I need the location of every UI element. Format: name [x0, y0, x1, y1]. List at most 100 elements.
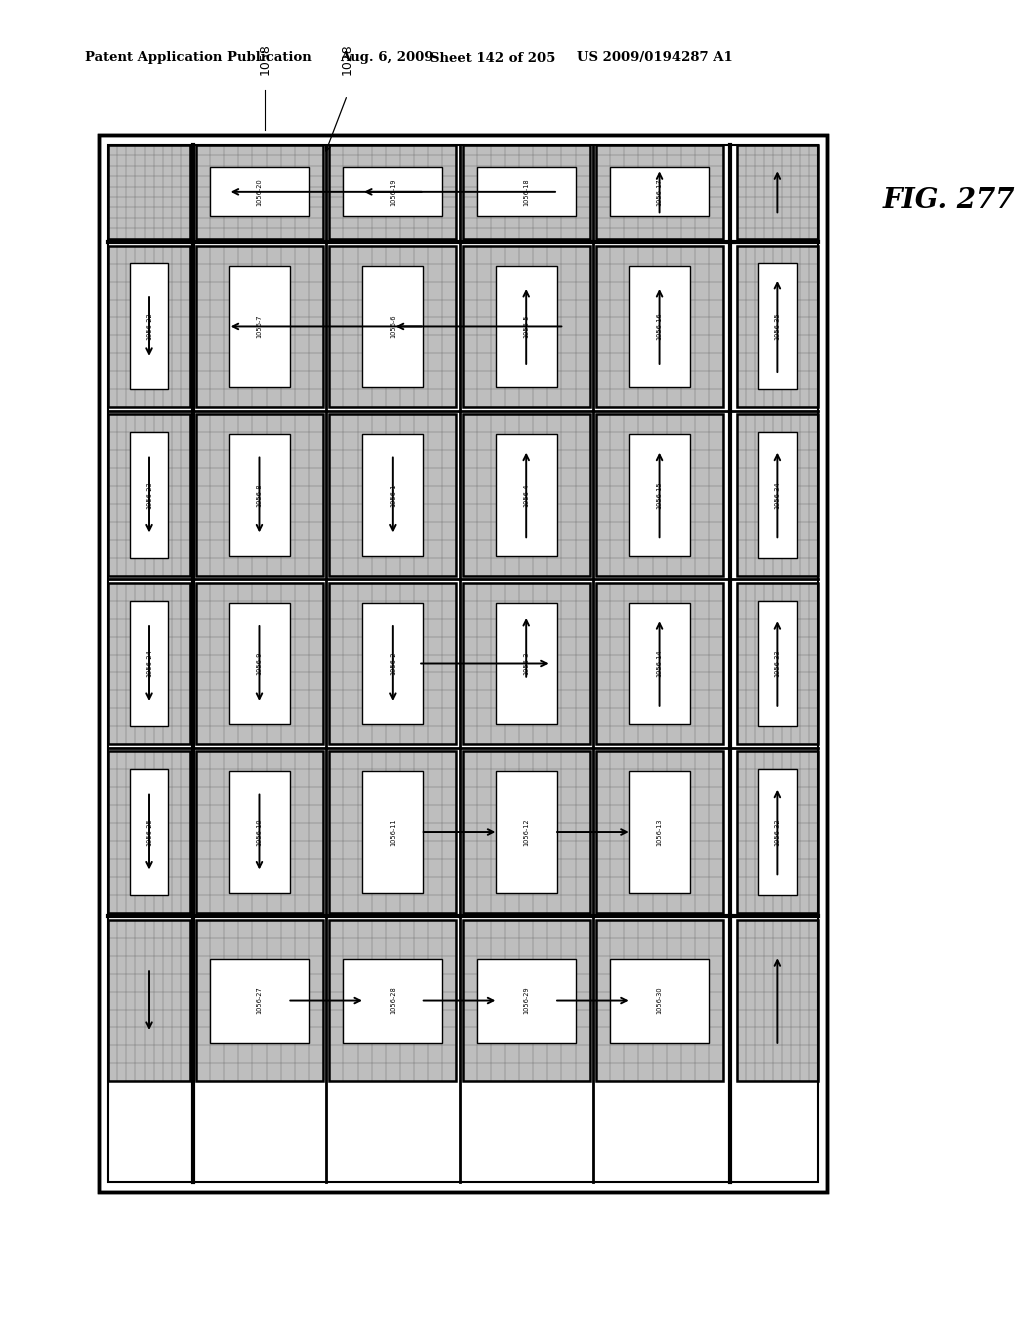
Text: 1056-28: 1056-28	[390, 986, 396, 1015]
Bar	[737, 414, 818, 576]
Bar	[758, 264, 797, 389]
Bar	[229, 265, 290, 387]
Bar	[463, 246, 590, 407]
Bar	[362, 603, 423, 725]
Bar	[737, 751, 818, 913]
Bar	[196, 751, 323, 913]
Bar	[130, 264, 169, 389]
Text: 1056-6: 1056-6	[390, 314, 396, 338]
Text: 1056-22: 1056-22	[146, 313, 152, 341]
Bar	[196, 246, 323, 407]
Text: 1056-23: 1056-23	[146, 482, 152, 508]
Bar	[737, 751, 818, 913]
Bar	[477, 958, 575, 1043]
Text: 1056-17: 1056-17	[656, 178, 663, 206]
Text: Aug. 6, 2009: Aug. 6, 2009	[340, 51, 433, 65]
Bar	[463, 414, 590, 576]
Bar	[109, 414, 189, 576]
Bar	[463, 920, 590, 1081]
Bar	[596, 145, 723, 239]
Bar	[463, 751, 590, 913]
Bar	[596, 414, 723, 576]
Bar	[330, 920, 457, 1081]
Bar	[496, 603, 557, 725]
Bar	[229, 434, 290, 556]
Bar	[130, 432, 169, 558]
Text: 1056-27: 1056-27	[256, 986, 262, 1015]
Bar	[210, 958, 309, 1043]
Bar	[737, 246, 818, 407]
Bar	[229, 603, 290, 725]
Text: 1056-20: 1056-20	[256, 178, 262, 206]
Bar	[99, 135, 827, 1192]
Bar	[330, 751, 457, 913]
Bar	[596, 582, 723, 744]
Bar	[109, 920, 189, 1081]
Bar	[463, 582, 590, 744]
Bar	[330, 920, 457, 1081]
Bar	[596, 920, 723, 1081]
Bar	[596, 246, 723, 407]
Text: Sheet 142 of 205: Sheet 142 of 205	[430, 51, 555, 65]
Bar	[496, 434, 557, 556]
Bar	[330, 414, 457, 576]
Bar	[463, 751, 590, 913]
Bar	[629, 265, 690, 387]
Bar	[596, 582, 723, 744]
Bar	[109, 246, 189, 407]
Bar	[109, 920, 189, 1081]
Bar	[737, 582, 818, 744]
Bar	[610, 168, 709, 216]
Bar	[109, 145, 189, 239]
Bar	[196, 145, 323, 239]
Bar	[596, 920, 723, 1081]
Bar	[330, 145, 457, 239]
Bar	[737, 145, 818, 239]
Text: 1056-9: 1056-9	[256, 652, 262, 676]
Text: FIG. 277: FIG. 277	[883, 186, 1015, 214]
Text: 1056-34: 1056-34	[774, 482, 780, 508]
Bar	[596, 414, 723, 576]
Bar	[758, 432, 797, 558]
Text: 1056-3: 1056-3	[523, 652, 529, 676]
Bar	[196, 751, 323, 913]
Bar	[737, 582, 818, 744]
Bar	[109, 145, 818, 1181]
Text: 1056-7: 1056-7	[256, 314, 262, 338]
Bar	[330, 246, 457, 407]
Bar	[463, 246, 590, 407]
Text: 1056-11: 1056-11	[390, 818, 396, 846]
Bar	[610, 958, 709, 1043]
Bar	[343, 958, 442, 1043]
Bar	[330, 582, 457, 744]
Bar	[109, 582, 189, 744]
Bar	[596, 145, 723, 239]
Bar	[196, 920, 323, 1081]
Bar	[330, 582, 457, 744]
Text: 1056-35: 1056-35	[774, 313, 780, 341]
Bar	[109, 751, 189, 913]
Bar	[496, 265, 557, 387]
Bar	[629, 771, 690, 892]
Bar	[330, 246, 457, 407]
Bar	[330, 414, 457, 576]
Bar	[109, 246, 189, 407]
Text: 1056-18: 1056-18	[523, 178, 529, 206]
Text: 1056-8: 1056-8	[256, 483, 262, 507]
Text: 1056-1: 1056-1	[390, 483, 396, 507]
Bar	[343, 168, 442, 216]
Bar	[596, 751, 723, 913]
Bar	[109, 414, 189, 576]
Bar	[596, 246, 723, 407]
Text: 1028: 1028	[341, 44, 354, 75]
Bar	[130, 601, 169, 726]
Bar	[629, 434, 690, 556]
Text: 1056-4: 1056-4	[523, 483, 529, 507]
Bar	[196, 582, 323, 744]
Bar	[758, 770, 797, 895]
Text: 1056-33: 1056-33	[774, 649, 780, 677]
Text: 1056-32: 1056-32	[774, 818, 780, 846]
Bar	[496, 771, 557, 892]
Text: 1056-13: 1056-13	[656, 818, 663, 846]
Bar	[737, 246, 818, 407]
